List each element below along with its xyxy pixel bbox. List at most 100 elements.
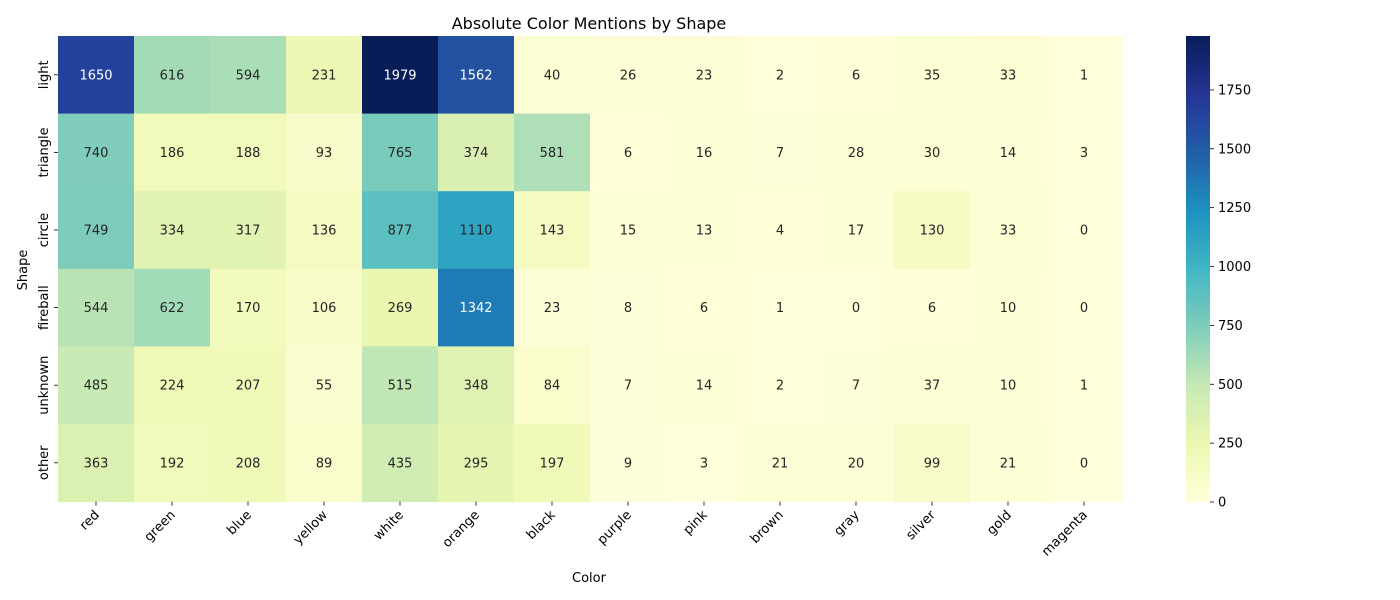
cell-value-label: 28: [848, 146, 865, 161]
cell-value-label: 197: [540, 456, 565, 471]
heatmap-cell: [210, 191, 287, 270]
heatmap-cell: [590, 346, 667, 425]
y-tick-label: unknown: [37, 356, 52, 415]
heatmap-cell: [286, 113, 363, 192]
heatmap-cell: [818, 191, 895, 270]
cell-value-label: 515: [388, 379, 413, 394]
heatmap-cell: [134, 268, 211, 347]
x-tick-label: black: [524, 507, 559, 542]
heatmap-cell: [1046, 191, 1123, 270]
colorbar-tick-label: 1250: [1218, 201, 1251, 216]
cell-value-label: 14: [696, 379, 713, 394]
cell-value-label: 35: [924, 68, 941, 83]
x-tick-label: white: [371, 508, 407, 544]
cell-value-label: 0: [1080, 224, 1088, 239]
heatmap-cell: [970, 424, 1047, 503]
heatmap-cell: [58, 113, 135, 192]
heatmap-cell: [438, 113, 515, 192]
cell-value-label: 1: [776, 301, 784, 316]
cell-value-label: 363: [84, 456, 109, 471]
heatmap-cell: [590, 113, 667, 192]
heatmap-cell: [362, 346, 439, 425]
x-tick-label: magenta: [1039, 508, 1091, 560]
heatmap-cell: [514, 113, 591, 192]
heatmap-cells: [58, 36, 1123, 503]
cell-value-label: 7: [776, 146, 784, 161]
cell-value-label: 40: [544, 68, 561, 83]
cell-value-label: 374: [464, 146, 489, 161]
chart-title: Absolute Color Mentions by Shape: [452, 14, 727, 33]
heatmap-cell: [970, 191, 1047, 270]
cell-value-label: 6: [700, 301, 708, 316]
colorbar-tick-label: 1750: [1218, 83, 1251, 98]
x-axis-ticks: red green blue yellow white orange black purple…: [77, 501, 1091, 560]
cell-value-label: 106: [312, 301, 337, 316]
heatmap-cell: [1046, 268, 1123, 347]
heatmap-cell: [894, 191, 971, 270]
cell-value-label: 170: [236, 301, 261, 316]
heatmap-cell: [210, 424, 287, 503]
x-axis-label: Color: [572, 571, 607, 586]
heatmap-cell: [666, 191, 743, 270]
heatmap-cell: [742, 346, 819, 425]
cell-value-label: 544: [84, 301, 109, 316]
heatmap-cell: [742, 268, 819, 347]
heatmap-cell: [666, 113, 743, 192]
heatmap-cell: [210, 113, 287, 192]
heatmap-cell: [362, 113, 439, 192]
cell-value-label: 7: [852, 379, 860, 394]
heatmap-cell: [894, 113, 971, 192]
heatmap-cell: [134, 113, 211, 192]
cell-value-label: 616: [160, 68, 185, 83]
heatmap-cell: [514, 268, 591, 347]
cell-value-label: 622: [160, 301, 185, 316]
heatmap-cell: [894, 424, 971, 503]
cell-value-label: 435: [388, 456, 413, 471]
cell-value-label: 55: [316, 379, 333, 394]
heatmap-cell: [1046, 346, 1123, 425]
cell-value-label: 295: [464, 456, 489, 471]
heatmap-cell: [970, 346, 1047, 425]
heatmap-cell: [590, 191, 667, 270]
cell-value-label: 15: [620, 224, 637, 239]
cell-value-label: 208: [236, 456, 261, 471]
cell-value-label: 33: [1000, 224, 1017, 239]
x-tick-label: yellow: [291, 508, 331, 548]
heatmap-cell: [894, 346, 971, 425]
heatmap-cell: [362, 36, 439, 115]
heatmap-cell: [210, 268, 287, 347]
heatmap-cell: [362, 268, 439, 347]
cell-value-label: 877: [388, 224, 413, 239]
heatmap-cell: [742, 36, 819, 115]
cell-value-label: 749: [84, 224, 109, 239]
cell-value-label: 16: [696, 146, 713, 161]
x-tick-label: gray: [832, 508, 864, 540]
heatmap-cell: [514, 424, 591, 503]
y-tick-label: triangle: [37, 127, 52, 177]
cell-value-label: 10: [1000, 379, 1017, 394]
cell-value-label: 21: [772, 456, 789, 471]
heatmap-cell: [134, 36, 211, 115]
cell-value-label: 20: [848, 456, 865, 471]
cell-value-label: 84: [544, 379, 561, 394]
heatmap-cell: [58, 424, 135, 503]
cell-value-label: 136: [312, 224, 337, 239]
colorbar-tick-label: 0: [1218, 496, 1226, 511]
heatmap-cell: [58, 346, 135, 425]
cell-value-label: 334: [160, 224, 185, 239]
cell-value-label: 2: [776, 379, 784, 394]
x-tick-label: purple: [595, 508, 635, 548]
cell-value-label: 581: [540, 146, 565, 161]
cell-value-label: 1342: [459, 301, 492, 316]
heatmap-cell: [1046, 113, 1123, 192]
cell-value-label: 9: [624, 456, 632, 471]
heatmap-cell: [134, 346, 211, 425]
cell-value-label: 231: [312, 68, 337, 83]
heatmap-cell: [1046, 36, 1123, 115]
heatmap-cell: [514, 346, 591, 425]
heatmap-cell: [818, 424, 895, 503]
heatmap-cell: [1046, 424, 1123, 503]
cell-value-label: 0: [1080, 456, 1088, 471]
x-tick-label: blue: [224, 508, 254, 538]
